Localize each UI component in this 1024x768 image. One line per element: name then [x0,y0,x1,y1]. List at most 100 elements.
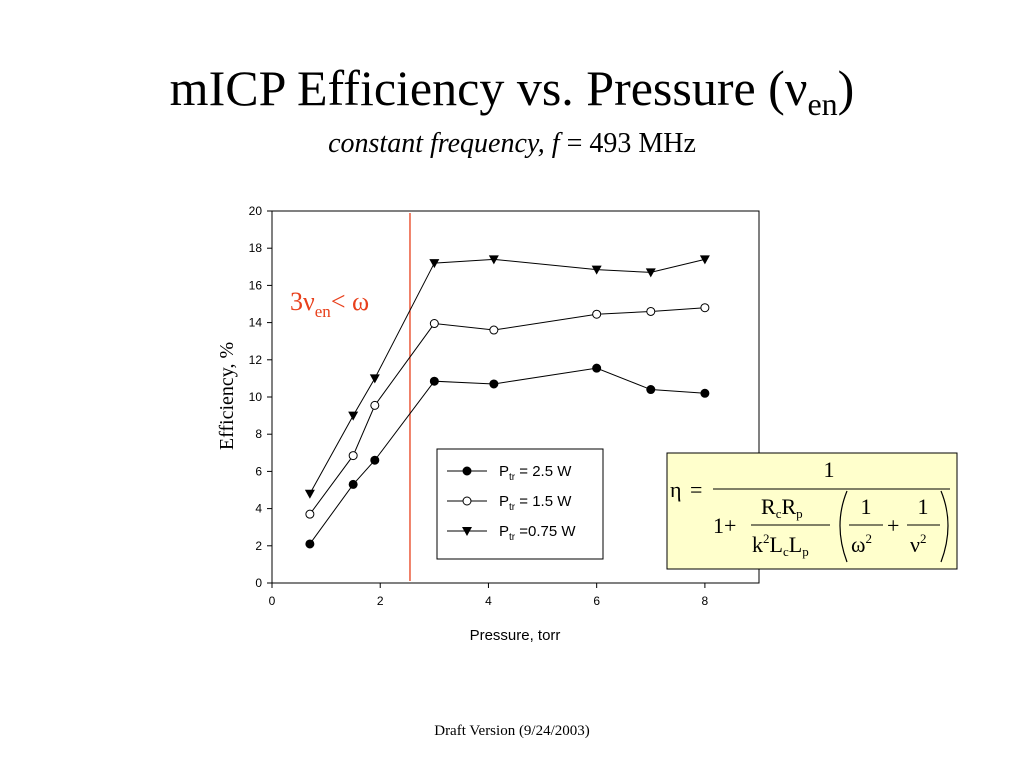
formula-left-paren [839,490,848,563]
formula-omega-symbol: ω [851,532,865,557]
formula-rc: R [761,494,776,519]
data-point [488,255,499,265]
data-point [305,509,315,519]
formula-rp-sub: p [796,506,803,521]
data-point [429,376,439,386]
formula-eta: η [670,477,682,502]
legend-label-sub: tr [509,502,516,513]
x-tick-label: 8 [702,594,709,608]
y-tick-label: 14 [249,316,263,330]
y-tick-label: 4 [255,502,262,516]
series-line [309,367,705,545]
data-point [348,451,358,461]
y-tick-label: 16 [249,278,263,292]
formula-one-a: 1 [861,494,872,519]
data-point [489,379,499,389]
series-2 [305,303,710,519]
x-tick-label: 2 [377,594,384,608]
formula-lp-sub: p [802,544,809,559]
y-tick-label: 0 [255,576,262,590]
data-point [304,489,315,499]
formula-lc: L [770,532,783,557]
legend-label-rest: = 1.5 W [515,493,572,510]
data-point [489,325,499,335]
annotation-suffix: < ω [331,287,369,316]
formula-one-plus: 1+ [713,513,736,538]
y-tick-label: 8 [255,427,262,441]
annotation-text: 3νen< ω [290,287,369,321]
formula-equals: = [690,477,702,502]
formula-nu-sup: 2 [920,531,927,546]
formula-k: k [752,532,763,557]
title-main: mICP Efficiency vs. Pressure (ν [169,60,808,116]
legend-label-rest: = 2.5 W [515,463,572,480]
series-group [304,255,710,549]
data-point [700,303,710,313]
series-3 [304,255,710,499]
formula-background [666,452,958,570]
x-tick-label: 0 [269,594,276,608]
formula-denominator: k2LcLp [752,531,809,559]
slide-title: mICP Efficiency vs. Pressure (νen) [0,58,1024,120]
y-ticks: 0 2 4 6 8 10 12 14 16 18 20 [249,204,272,590]
data-point [646,385,656,395]
data-point [592,309,602,319]
formula-plus: + [887,513,899,538]
formula-omega: ω2 [851,531,872,557]
formula-k-sup: 2 [763,531,770,546]
x-ticks: 0 2 4 6 8 [269,583,709,608]
legend-marker [462,466,472,476]
y-tick-label: 6 [255,464,262,478]
legend-label-main: P [499,493,509,510]
annotation-subscript: en [315,302,332,321]
title-close: ) [837,60,855,116]
data-point [348,479,358,489]
subtitle-italic: constant frequency, f [328,128,560,159]
formula-rp: R [781,494,796,519]
legend-label-main: P [499,523,509,540]
series-line [309,307,705,515]
formula-rc-sub: c [776,506,782,521]
data-point [646,306,656,316]
formula-right-paren [940,490,949,563]
data-point [699,255,710,265]
formula-one-b: 1 [918,494,929,519]
y-tick-label: 2 [255,539,262,553]
footer-draft-version: Draft Version (9/24/2003) [434,723,590,739]
legend-marker [462,496,472,506]
legend-marker [462,527,472,536]
data-point [429,319,439,329]
data-point [645,268,656,278]
data-point [369,374,380,384]
series-line [309,258,706,494]
y-tick-label: 18 [249,241,263,255]
x-tick-label: 4 [485,594,492,608]
y-tick-label: 20 [249,204,263,218]
formula-rcrp: RcRp [761,494,803,521]
formula-box: η = 1 1+ RcRp k2LcLp 1 ω2 + 1 ν2 [666,452,958,570]
data-point [305,539,315,549]
formula-nu-symbol: ν [910,532,920,557]
legend-label-sub: tr [509,472,516,483]
y-axis-label: Efficiency, % [216,342,238,450]
legend-label: Ptr = 1.5 W [499,493,572,513]
formula-omega-sup: 2 [865,531,872,546]
legend-label: Ptr = 2.5 W [499,463,572,483]
subtitle-rest: = 493 MHz [559,128,696,159]
series-1 [305,363,710,549]
formula-lp: L [789,532,802,557]
data-point [370,400,380,410]
data-point [429,259,440,269]
legend-label-rest: =0.75 W [515,523,576,540]
data-point [592,363,602,373]
formula-numerator: 1 [824,457,835,482]
legend-label-main: P [499,463,509,480]
title-subscript: en [807,86,838,122]
formula-lc-sub: c [783,544,789,559]
y-tick-label: 12 [249,353,263,367]
y-tick-label: 10 [249,390,263,404]
legend-label: Ptr =0.75 W [499,523,576,543]
